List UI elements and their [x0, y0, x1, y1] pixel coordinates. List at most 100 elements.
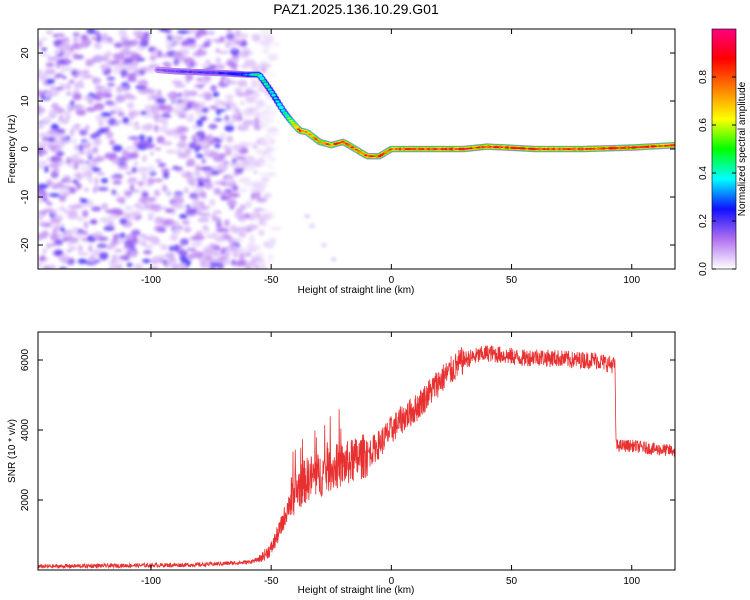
x-tick-label: 50	[506, 275, 518, 286]
noise-blob	[140, 110, 148, 116]
noise-blob	[67, 186, 77, 194]
colorbar-gradient	[711, 28, 737, 270]
noise-blob	[214, 235, 226, 243]
noise-blob	[156, 227, 164, 233]
noise-blob	[231, 47, 237, 51]
noise-blob	[225, 93, 234, 102]
noise-blob	[196, 230, 203, 236]
noise-blob	[271, 41, 281, 47]
noise-blob	[198, 166, 210, 171]
noise-blob	[124, 194, 131, 199]
x-tick-label: 50	[506, 576, 518, 587]
noise-blob	[244, 90, 257, 94]
noise-blob	[240, 47, 249, 53]
noise-blob	[236, 259, 248, 267]
colorbar-tick-label: 0.4	[698, 166, 709, 180]
ridge-segment	[294, 126, 299, 128]
noise-blob	[47, 129, 59, 136]
ridge-segment	[310, 135, 314, 137]
noise-blob	[38, 255, 47, 262]
noise-blob	[75, 109, 87, 116]
noise-blob	[117, 157, 128, 161]
noise-blob	[63, 117, 69, 123]
noise-blob	[193, 211, 202, 215]
noise-blob	[60, 137, 66, 142]
noise-blob	[193, 199, 199, 206]
noise-blob	[250, 142, 259, 147]
x-tick-label: 0	[389, 576, 395, 587]
noise-blob	[165, 39, 173, 45]
noise-blob	[163, 218, 175, 226]
noise-blob	[151, 50, 159, 55]
ridge-segment	[343, 141, 347, 144]
noise-blob	[234, 87, 243, 92]
noise-blob	[189, 113, 194, 121]
noise-blob	[40, 37, 48, 41]
noise-blob	[153, 94, 163, 99]
noise-blob	[83, 95, 94, 101]
noise-blob	[119, 197, 126, 205]
noise-blob	[140, 207, 145, 211]
noise-blob	[48, 109, 57, 117]
noise-blob	[205, 59, 211, 65]
noise-blob	[153, 178, 164, 183]
noise-blob	[178, 114, 187, 119]
noise-blob	[238, 176, 250, 184]
noise-blob	[124, 44, 131, 47]
noise-blob	[214, 63, 225, 71]
noise-blob	[162, 184, 168, 192]
noise-blob	[188, 142, 199, 150]
noise-blob	[56, 181, 64, 187]
noise-blob	[171, 203, 183, 209]
noise-blob	[56, 58, 67, 65]
noise-blob	[177, 30, 189, 34]
noise-blob	[96, 236, 109, 241]
noise-blob	[118, 29, 127, 37]
noise-blob	[133, 126, 141, 130]
noise-blob	[127, 249, 138, 258]
noise-blob	[115, 85, 123, 94]
noise-blob	[211, 251, 221, 257]
noise-blob	[126, 262, 133, 267]
noise-blob	[117, 161, 128, 166]
noise-blob	[153, 189, 161, 197]
ridge-segment	[350, 146, 355, 149]
noise-blob	[156, 255, 166, 259]
noise-blob	[41, 137, 53, 141]
noise-blob	[73, 70, 78, 79]
noise-blob	[169, 234, 178, 241]
noise-blob	[216, 262, 225, 269]
noise-blob	[155, 97, 166, 104]
noise-blob	[117, 112, 125, 117]
noise-blob	[110, 175, 119, 179]
snr-panel: -100 -50 0 50 100 2000 4000 6000 Height of str…	[7, 331, 676, 596]
noise-blob	[112, 233, 121, 239]
noise-blob	[159, 104, 168, 111]
noise-blob	[72, 37, 80, 41]
noise-blob	[265, 172, 277, 177]
noise-blob	[199, 261, 210, 268]
noise-blob	[255, 99, 266, 108]
noise-blob	[113, 209, 124, 216]
noise-blob	[253, 170, 258, 174]
ridge-segment	[379, 154, 383, 156]
noise-blob	[51, 102, 59, 110]
noise-blob	[172, 227, 181, 236]
noise-blob	[231, 144, 242, 152]
noise-blob	[270, 116, 275, 120]
noise-blob	[166, 104, 173, 113]
noise-blob	[205, 171, 212, 179]
noise-blob	[142, 114, 154, 118]
x-tick-label: -100	[141, 576, 161, 587]
noise-blob	[46, 243, 51, 249]
noise-blob	[206, 181, 212, 188]
noise-blob	[112, 144, 123, 152]
noise-blob	[149, 151, 155, 156]
noise-blob	[57, 233, 68, 238]
noise-blob	[58, 42, 70, 51]
noise-blob	[97, 186, 109, 192]
noise-blob	[101, 92, 111, 98]
noise-blob	[224, 124, 235, 132]
noise-blob	[260, 109, 271, 117]
ridge-segment	[283, 112, 287, 114]
